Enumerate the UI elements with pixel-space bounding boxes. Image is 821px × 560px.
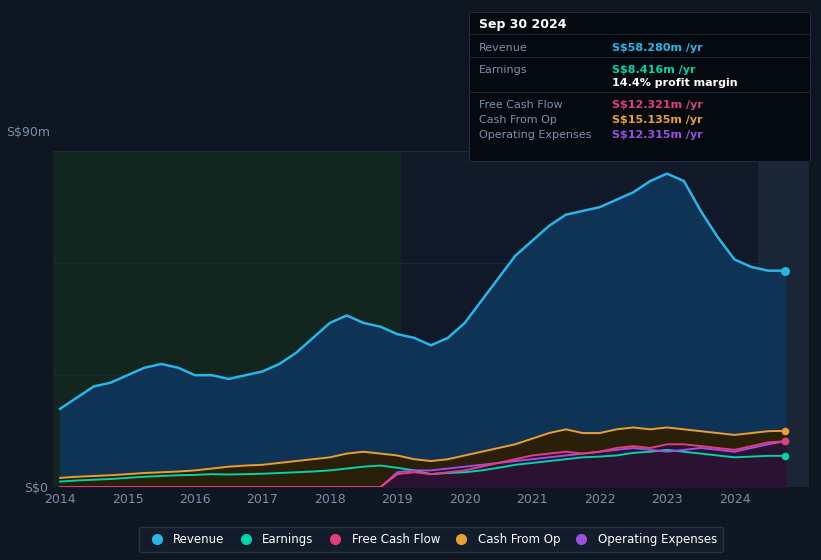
Text: Free Cash Flow: Free Cash Flow	[479, 100, 562, 110]
Text: Operating Expenses: Operating Expenses	[479, 130, 591, 140]
Text: Sep 30 2024: Sep 30 2024	[479, 18, 566, 31]
Text: S$58.280m /yr: S$58.280m /yr	[612, 43, 704, 53]
Bar	[758, 151, 809, 487]
Bar	[53, 151, 401, 487]
Point	[778, 426, 791, 435]
Text: S$12.321m /yr: S$12.321m /yr	[612, 100, 704, 110]
Point	[778, 266, 791, 275]
Text: S$90m: S$90m	[7, 126, 51, 139]
Point	[778, 437, 791, 446]
Point	[778, 451, 791, 460]
Text: Cash From Op: Cash From Op	[479, 115, 557, 125]
Text: Revenue: Revenue	[479, 43, 527, 53]
Bar	[401, 151, 809, 487]
Legend: Revenue, Earnings, Free Cash Flow, Cash From Op, Operating Expenses: Revenue, Earnings, Free Cash Flow, Cash …	[139, 527, 723, 552]
Text: Earnings: Earnings	[479, 65, 527, 74]
Text: S$12.315m /yr: S$12.315m /yr	[612, 130, 704, 140]
Text: S$8.416m /yr: S$8.416m /yr	[612, 65, 696, 74]
Text: 14.4% profit margin: 14.4% profit margin	[612, 78, 738, 87]
Point	[778, 437, 791, 446]
Text: S$15.135m /yr: S$15.135m /yr	[612, 115, 703, 125]
